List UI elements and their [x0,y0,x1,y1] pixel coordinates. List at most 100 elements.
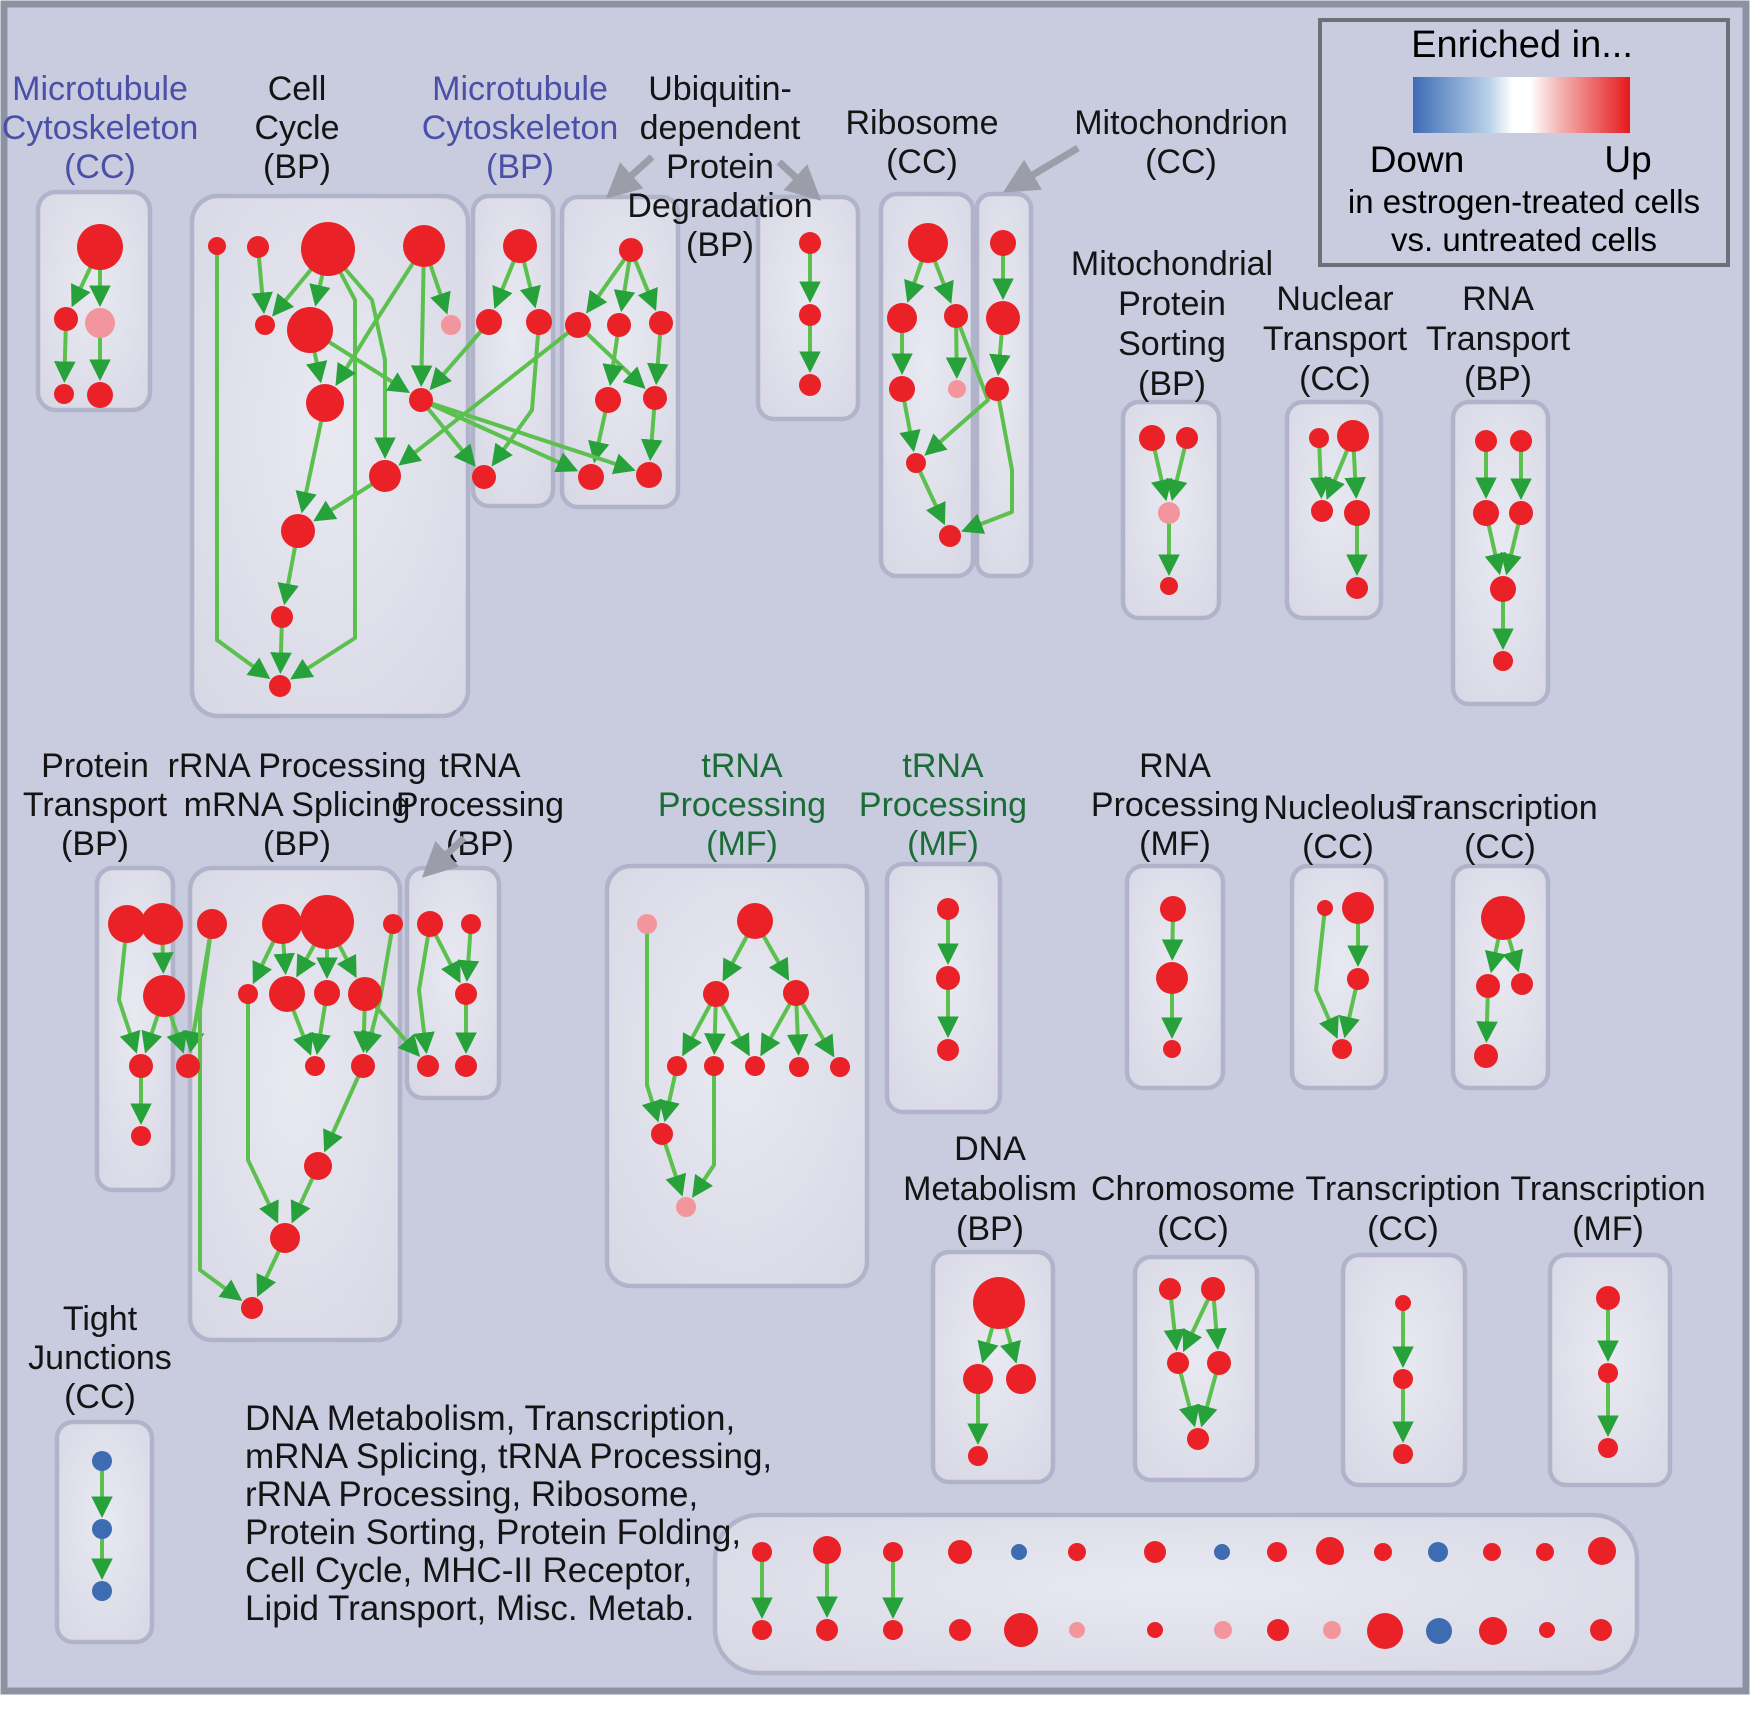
cluster-label-trna-mf-1: (MF) [706,825,778,863]
cluster-label-rna-processing-mf: (MF) [1139,825,1211,863]
protein-transport-bp-node-k3 [143,975,185,1017]
microtubule-cytoskeleton-bp-node-c3 [526,309,552,335]
misc-bottom-node-x9t [1267,1542,1287,1562]
rrna-mrna-bp-node-l5 [238,984,258,1004]
trna-mf-1-node-n1 [637,914,657,934]
ubiquitin-bp-1-node-d8 [636,462,662,488]
ribosome-cc-node-f6 [906,453,926,473]
transcription-cc-mid-node-r4 [1474,1044,1498,1068]
cell-cycle-bp-node-b9 [409,388,433,412]
rrna-mrna-bp-node-l3 [300,895,354,949]
dna-metabolism-bp-node-s4 [968,1446,988,1466]
misc-bottom-node-x1b [752,1620,772,1640]
misc-bottom-node-x11b [1367,1613,1403,1649]
misc-bottom-node-x10b [1323,1621,1341,1639]
cell-cycle-bp-node-b3 [301,222,355,276]
chromosome-cc-node-t3 [1167,1352,1189,1374]
trna-mf-1-node-n5 [667,1056,687,1076]
chromosome-cc-node-t2 [1201,1277,1225,1301]
cluster-label-mito-protein-sorting-bp: Sorting [1118,325,1226,363]
cluster-label-transcription-cc-bottom: Transcription [1305,1170,1500,1208]
trna-bp-node-m5 [455,1055,477,1077]
cluster-label-rrna-mrna-bp: (BP) [263,825,331,863]
cluster-label-ribosome-cc: (CC) [886,143,958,181]
nuclear-transport-cc-node-i3 [1311,500,1333,522]
ubiquitin-bp-1-node-d1 [619,238,643,262]
misc-bottom-node-x3t [883,1542,903,1562]
graph-edge [914,462,946,526]
cluster-label-microtubule-cytoskeleton-cc: Microtubule [12,70,188,108]
misc-annotation-line: Cell Cycle, MHC-II Receptor, [245,1551,692,1590]
tight-junctions-cc-node-w3 [92,1581,112,1601]
tight-junctions-cc-node-w2 [92,1519,112,1539]
cluster-label-nuclear-transport-cc: (CC) [1299,360,1371,398]
mito-protein-sorting-bp-node-h3 [1158,502,1180,524]
transcription-cc-mid-node-r3 [1511,973,1533,995]
legend-subtitle-line2: vs. untreated cells [1391,221,1657,258]
cluster-label-microtubule-cytoskeleton-bp: (BP) [486,148,554,186]
graph-edge [420,398,579,473]
ubiquitin-bp-2-node-e2 [799,304,821,326]
cluster-label-tight-junctions-cc: Tight [63,1300,138,1338]
cluster-label-transcription-cc-bottom: (CC) [1367,1210,1439,1248]
rrna-mrna-bp-node-l12 [304,1152,332,1180]
cell-cycle-bp-node-b1 [208,237,226,255]
trna-mf-1-node-n8 [789,1057,809,1077]
microtubule-cytoskeleton-cc-node-a2 [54,307,78,331]
nuclear-transport-cc-node-i5 [1346,577,1368,599]
cluster-label-transcription-mf: Transcription [1510,1170,1705,1208]
transcription-cc-bottom-node-u2 [1393,1369,1413,1389]
transcription-cc-bottom-node-u1 [1395,1295,1411,1311]
nucleolus-cc-node-q1 [1317,900,1333,916]
graph-edge [246,994,279,1224]
ubiquitin-bp-2-node-e3 [799,374,821,396]
misc-bottom-node-x7t [1144,1541,1166,1563]
misc-bottom-node-x14t [1536,1543,1554,1561]
nuclear-transport-cc-node-i1 [1309,428,1329,448]
label-callout-arrow [605,154,655,199]
cluster-label-ubiquitin-bp-1: dependent [640,109,801,147]
label-callout-arrow [1002,144,1080,193]
transcription-mf-node-v3 [1598,1438,1618,1458]
label-callout-arrow [421,835,467,878]
cluster-label-cell-cycle-bp: (BP) [263,148,331,186]
misc-bottom-node-x4b [949,1619,971,1641]
rrna-mrna-bp-node-l9 [305,1056,325,1076]
misc-bottom-node-x8t [1214,1544,1230,1560]
microtubule-cytoskeleton-bp-node-c1 [503,229,537,263]
graph-edge [692,1066,716,1198]
trna-mf-2-node-o3 [937,1039,959,1061]
cluster-label-rna-processing-mf: Processing [1091,786,1259,824]
graph-edge [641,924,663,1123]
cell-cycle-bp-node-b4 [403,225,445,267]
misc-bottom-node-x10t [1316,1537,1344,1565]
cell-cycle-bp-node-b5 [255,315,275,335]
rna-processing-mf-node-p2 [1156,962,1188,994]
graph-edge [335,244,426,387]
rna-processing-mf-node-p3 [1163,1040,1181,1058]
cluster-label-trna-mf-1: tRNA [701,747,783,785]
protein-transport-bp-node-k5 [131,1126,151,1146]
trna-bp-node-m2 [461,914,481,934]
cluster-label-mito-protein-sorting-bp: Protein [1118,285,1226,323]
cluster-label-cell-cycle-bp: Cell [268,70,327,108]
cluster-label-mito-protein-sorting-bp: (BP) [1138,365,1206,403]
protein-transport-bp-node-k1 [108,905,146,943]
rrna-mrna-bp-node-l2 [262,904,302,944]
graph-edge [410,245,433,387]
transcription-mf-node-v2 [1598,1363,1618,1383]
mito-protein-sorting-bp-node-h2 [1176,427,1198,449]
cell-cycle-bp-node-b12 [271,606,293,628]
rrna-mrna-bp-node-l4 [383,914,403,934]
rna-processing-mf-node-p1 [1160,896,1186,922]
rna-transport-bp-node-j4 [1509,501,1533,525]
cluster-label-rrna-mrna-bp: rRNA Processing [168,747,427,785]
nucleolus-cc-node-q4 [1332,1039,1352,1059]
cluster-label-microtubule-cytoskeleton-bp: Cytoskeleton [422,109,619,147]
tight-junctions-cc-node-w1 [92,1451,112,1471]
microtubule-cytoskeleton-cc-node-a5 [87,382,113,408]
ribosome-cc-node-f2 [887,303,917,333]
cell-cycle-bp-node-b6 [287,307,333,353]
